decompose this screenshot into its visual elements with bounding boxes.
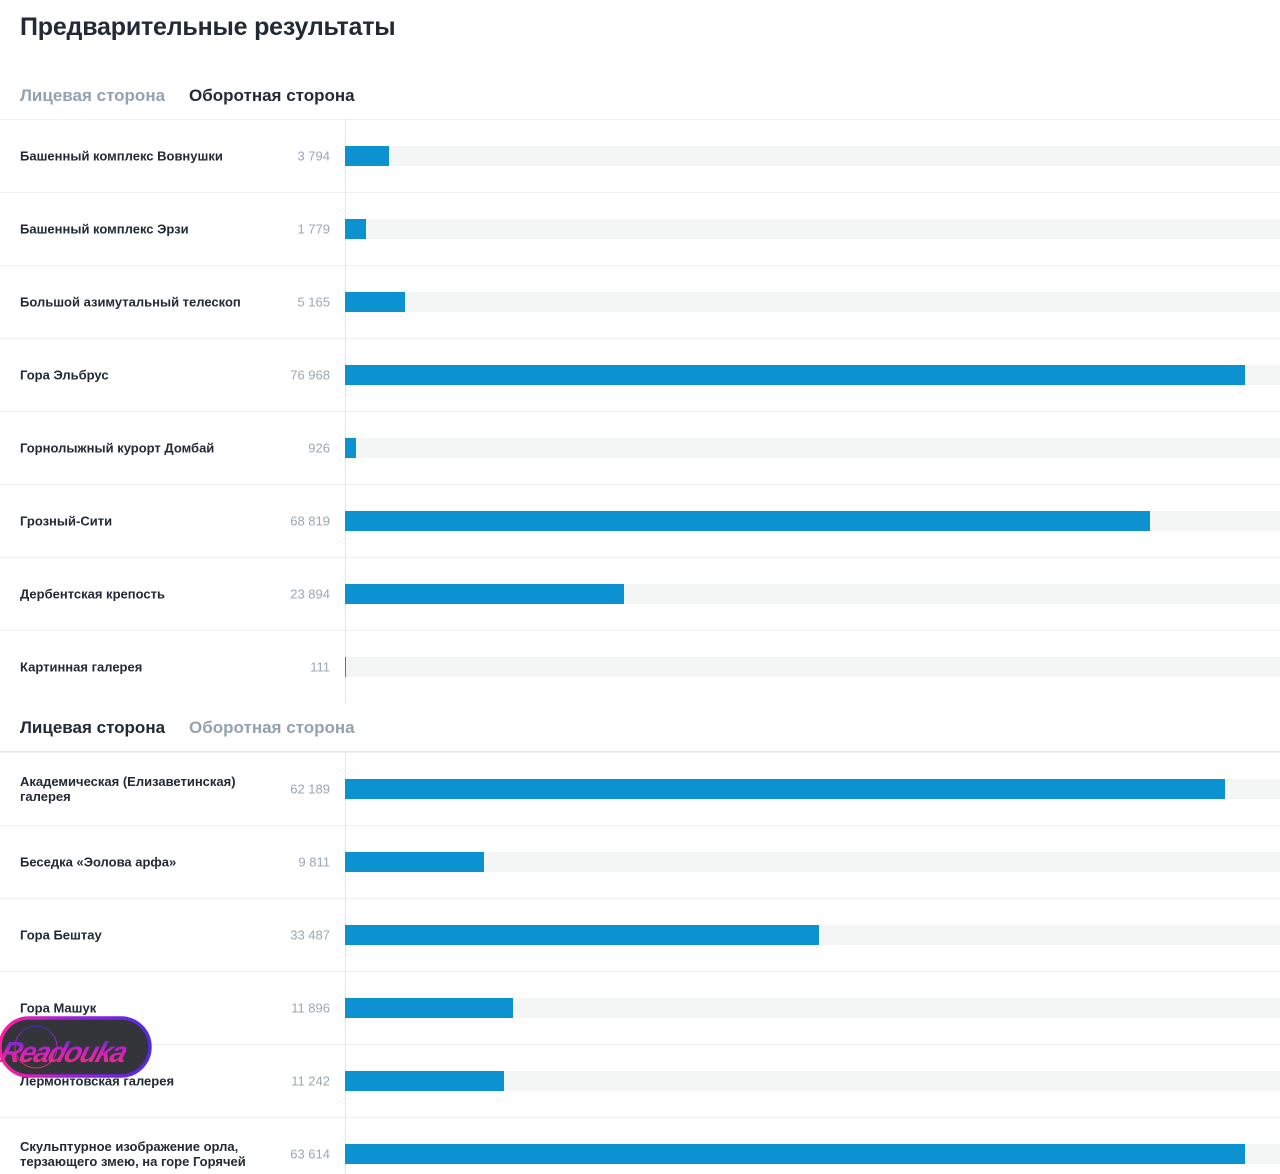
svg-text:Readouka: Readouka (0, 1037, 132, 1069)
